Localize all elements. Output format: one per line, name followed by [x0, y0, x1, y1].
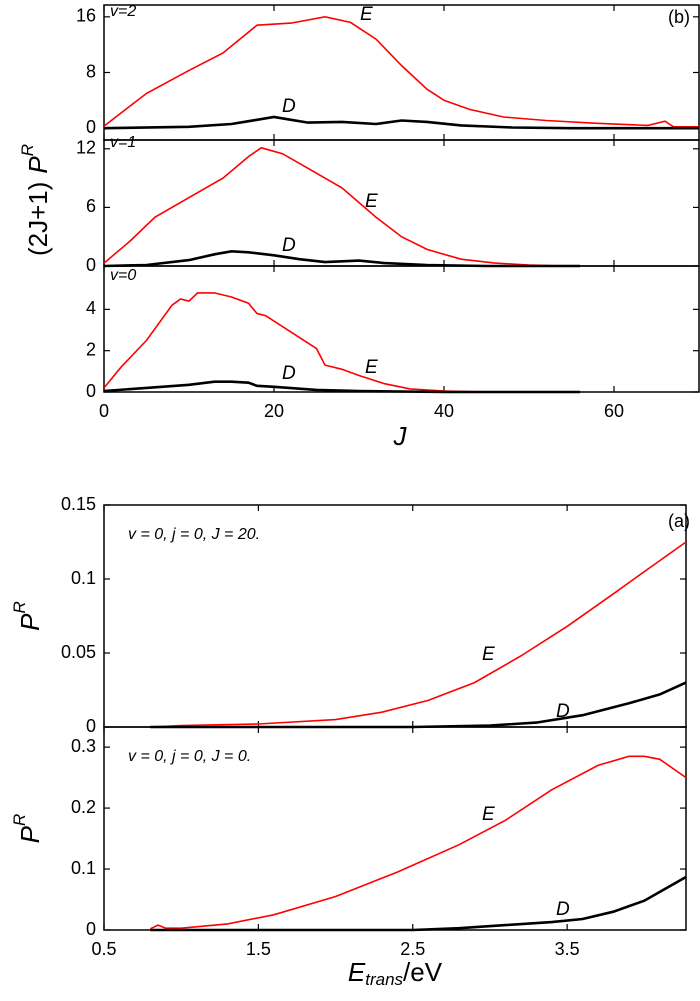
series-label: D [556, 899, 570, 920]
figure-tag: (b) [668, 7, 690, 27]
series-line [103, 380, 580, 394]
figure-tag: (a) [668, 511, 690, 531]
y-axis-symbol: P [15, 825, 45, 843]
y-tick-label: 0 [86, 381, 96, 401]
x-tick-label: 1.5 [246, 939, 271, 959]
y-tick-label: 0.3 [71, 736, 96, 756]
y-axis-superscript: R [18, 144, 37, 156]
y-tick-label: 4 [86, 298, 96, 318]
x-axis-subscript: trans [365, 970, 403, 989]
x-tick-label: 3.5 [555, 939, 580, 959]
x-tick-label: 20 [264, 401, 284, 421]
y-axis-superscript: R [10, 601, 29, 613]
x-axis-label: J [393, 421, 408, 451]
series-line [149, 755, 687, 930]
panel-frame [103, 265, 700, 393]
y-tick-label: 0.2 [71, 797, 96, 817]
x-tick-label: 40 [434, 401, 454, 421]
y-axis-symbol: P [15, 613, 45, 631]
y-axis-superscript: R [10, 814, 29, 826]
series-label: D [282, 96, 296, 117]
y-tick-label: 0 [86, 255, 96, 275]
x-tick-label: 60 [604, 401, 624, 421]
x-axis-unit: /eV [403, 957, 443, 987]
y-tick-label: 0.15 [61, 494, 96, 514]
y-tick-label: 0.1 [71, 858, 96, 878]
x-tick-label: 2.5 [400, 939, 425, 959]
y-axis-symbol: P [23, 156, 53, 174]
panel-frame [103, 139, 700, 267]
series-line [103, 15, 699, 128]
series-label: D [282, 235, 296, 256]
series-line [103, 292, 572, 393]
series-label: E [482, 644, 495, 665]
y-tick-label: 0 [86, 117, 96, 137]
y-tick-label: 0.1 [71, 568, 96, 588]
series-label: E [365, 357, 378, 378]
series-line [150, 875, 687, 932]
y-tick-label: 0.05 [61, 642, 96, 662]
panel-annotation: v=1 [110, 134, 136, 151]
y-tick-label: 2 [86, 339, 96, 359]
y-tick-label: 12 [76, 138, 96, 158]
series-line [150, 681, 687, 729]
y-tick-label: 0 [86, 919, 96, 939]
panel-annotation: v=2 [110, 3, 136, 20]
x-axis-symbol: E [348, 957, 366, 987]
series-label: D [282, 363, 296, 384]
series-line [150, 541, 687, 728]
series-line [103, 249, 580, 268]
y-tick-label: 6 [86, 196, 96, 216]
x-tick-label: 0 [99, 401, 109, 421]
series-line [103, 146, 564, 267]
y-axis-prefix: (2J+1) [23, 182, 53, 256]
y-axis-label: (2J+1) PR [18, 144, 52, 256]
y-tick-label: 0 [86, 716, 96, 736]
series-label: D [556, 701, 570, 722]
y-axis-label: PR [10, 601, 44, 631]
y-tick-label: 8 [86, 61, 96, 81]
x-tick-label: 0.5 [91, 939, 116, 959]
y-tick-label: 16 [76, 6, 96, 26]
y-axis-label: PR [10, 814, 44, 844]
x-axis-label: Etrans/eV [348, 957, 443, 990]
panel-annotation: v=0 [110, 267, 136, 284]
series-label: E [482, 804, 495, 825]
panel-annotation: v = 0, j = 0, J = 0. [128, 748, 251, 765]
series-label: E [360, 4, 373, 25]
series-line [103, 115, 699, 130]
series-label: E [365, 191, 378, 212]
panel-annotation: v = 0, j = 0, J = 20. [128, 526, 260, 543]
